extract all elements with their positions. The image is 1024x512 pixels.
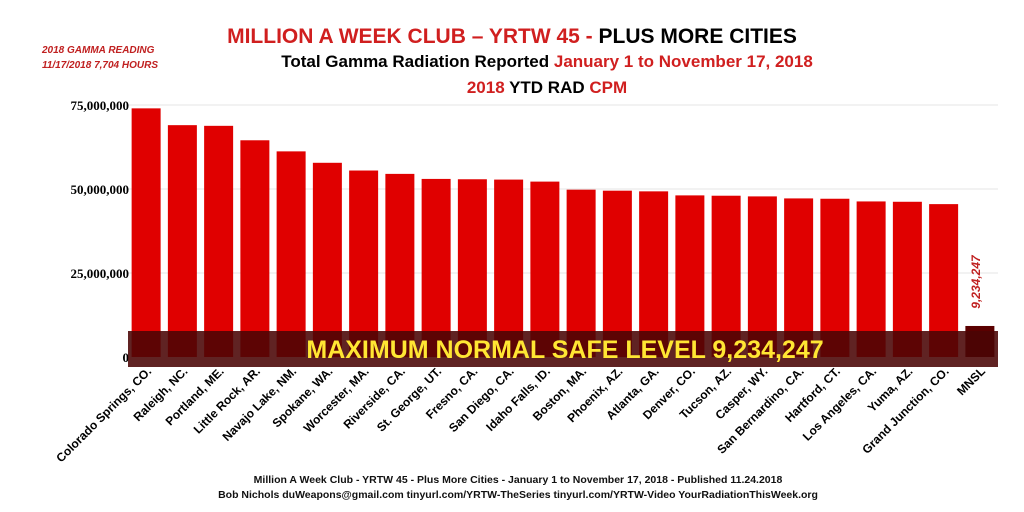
bar — [457, 179, 487, 357]
mnsl-band — [128, 331, 998, 367]
bar — [167, 125, 197, 357]
chart-subtitle: Total Gamma Radiation Reported January 1… — [0, 51, 1024, 72]
bar — [131, 108, 161, 357]
bar — [204, 125, 234, 357]
bar — [675, 195, 705, 357]
chart-unit-line: 2018 YTD RAD CPM — [0, 77, 1024, 98]
chart-title: MILLION A WEEK CLUB – YRTW 45 - PLUS MOR… — [0, 24, 1024, 50]
mnsl-band-label: MAXIMUM NORMAL SAFE LEVEL 9,234,247 — [306, 336, 823, 364]
x-tick-label: MNSL — [954, 364, 988, 398]
gamma-reading-note: 2018 GAMMA READING — [42, 45, 155, 56]
x-tick-label: Worcester, MA. — [301, 364, 372, 435]
bar — [312, 162, 342, 357]
y-tick-label: 0 — [123, 350, 130, 365]
bar — [530, 181, 560, 357]
bar — [602, 190, 632, 357]
unit-year: 2018 — [466, 78, 505, 97]
x-tick-label: St. George, UT. — [374, 364, 444, 434]
bar — [820, 198, 850, 357]
unit-ytd-rad: YTD RAD — [509, 78, 585, 97]
chart-title-part2: PLUS MORE CITIES — [598, 25, 797, 48]
footer-line-2: Bob Nichols duWeapons@gmail.com tinyurl.… — [218, 489, 818, 501]
y-tick-label: 75,000,000 — [71, 98, 130, 113]
chart-subtitle-part2: January 1 to November 17, 2018 — [553, 52, 813, 71]
gamma-hours-note: 11/17/2018 7,704 HOURS — [42, 60, 159, 71]
bar — [784, 198, 814, 357]
footer-line-1: Million A Week Club - YRTW 45 - Plus Mor… — [253, 474, 783, 486]
bar — [240, 140, 270, 357]
chart-title-part1: MILLION A WEEK CLUB – YRTW 45 - — [227, 25, 599, 48]
bar — [639, 191, 669, 357]
chart-subtitle-part1: Total Gamma Radiation Reported — [281, 52, 554, 71]
x-tick-label: Idaho Falls, ID. — [483, 364, 553, 434]
y-tick-label: 25,000,000 — [71, 266, 130, 281]
bar — [566, 189, 596, 357]
mnsl-value-label: 9,234,247 — [969, 254, 983, 309]
bar — [385, 173, 415, 357]
bar — [421, 178, 451, 357]
unit-cpm: CPM — [589, 78, 628, 97]
bar — [276, 151, 306, 357]
x-tick-label: San Diego, CA. — [446, 364, 517, 435]
y-tick-label: 50,000,000 — [71, 182, 130, 197]
bar — [747, 196, 777, 357]
bar — [711, 195, 741, 357]
bar — [494, 179, 524, 357]
bar — [349, 170, 379, 357]
